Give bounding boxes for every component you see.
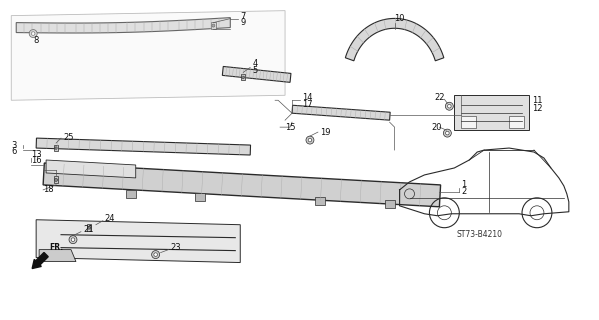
Circle shape [443, 129, 451, 137]
Polygon shape [292, 105, 390, 120]
Circle shape [447, 104, 451, 108]
Text: 19: 19 [320, 128, 331, 137]
Bar [54, 145, 58, 151]
Text: 11: 11 [532, 96, 543, 105]
Circle shape [55, 147, 58, 149]
Polygon shape [222, 67, 291, 82]
Circle shape [87, 226, 90, 229]
Circle shape [69, 236, 77, 244]
Text: 16: 16 [31, 156, 42, 164]
Text: 20: 20 [431, 123, 442, 132]
Text: ST73-B4210: ST73-B4210 [456, 230, 502, 239]
Bar [195, 193, 205, 201]
Bar [241, 74, 245, 80]
Polygon shape [46, 160, 136, 178]
Text: 18: 18 [43, 185, 54, 194]
Text: 13: 13 [31, 149, 42, 158]
Polygon shape [36, 220, 240, 262]
Text: 23: 23 [171, 243, 181, 252]
Bar [126, 190, 136, 198]
FancyArrow shape [32, 252, 48, 268]
Polygon shape [346, 19, 444, 61]
Text: 6: 6 [11, 147, 17, 156]
Bar [509, 116, 524, 128]
Text: 14: 14 [302, 93, 313, 102]
Polygon shape [454, 95, 529, 130]
Bar [385, 200, 395, 208]
Circle shape [446, 102, 453, 110]
Text: 15: 15 [285, 123, 295, 132]
Circle shape [55, 179, 58, 181]
Text: 8: 8 [33, 36, 38, 45]
Text: 4: 4 [252, 59, 258, 68]
Text: 22: 22 [434, 93, 445, 102]
Bar [54, 176, 59, 183]
Bar [86, 224, 91, 231]
Bar [315, 197, 325, 205]
Circle shape [446, 131, 449, 135]
Polygon shape [16, 18, 230, 33]
Circle shape [31, 32, 35, 35]
Circle shape [242, 76, 244, 79]
Text: 2: 2 [461, 188, 467, 196]
Polygon shape [11, 11, 285, 100]
Circle shape [71, 238, 75, 242]
Text: 5: 5 [252, 66, 258, 75]
Circle shape [306, 136, 314, 144]
Bar [461, 116, 476, 128]
Text: 1: 1 [461, 180, 467, 189]
Text: 17: 17 [302, 100, 313, 109]
Polygon shape [39, 250, 76, 261]
Circle shape [29, 29, 37, 37]
Text: FR.: FR. [49, 243, 63, 252]
Circle shape [152, 251, 159, 259]
Text: 25: 25 [63, 132, 74, 141]
Text: 10: 10 [395, 14, 405, 23]
Text: 21: 21 [83, 225, 93, 234]
Text: 12: 12 [532, 104, 543, 113]
Text: 3: 3 [11, 140, 17, 149]
Text: 24: 24 [105, 214, 116, 223]
Text: 7: 7 [240, 12, 246, 21]
Polygon shape [36, 138, 250, 155]
Circle shape [308, 138, 311, 142]
Polygon shape [43, 163, 441, 207]
Text: 9: 9 [240, 18, 246, 27]
Circle shape [154, 253, 158, 256]
Circle shape [212, 24, 215, 27]
Bar [211, 22, 216, 29]
